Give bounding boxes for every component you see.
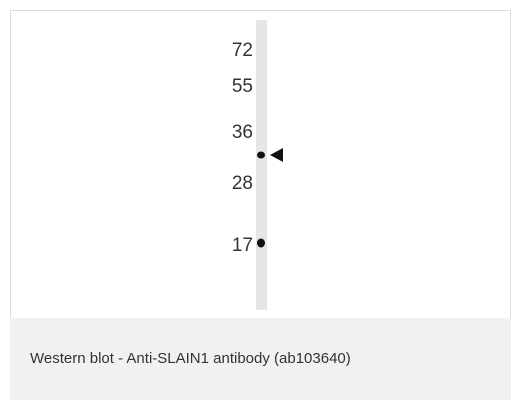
marker-label: 28 <box>232 173 253 194</box>
marker-label: 55 <box>232 76 253 97</box>
figure-panel: 72 55 36 28 17 Western blot - Anti-SLAIN… <box>0 0 511 403</box>
band <box>257 152 265 159</box>
marker-label: 17 <box>232 235 253 256</box>
marker-label: 36 <box>232 122 253 143</box>
marker-label: 72 <box>232 40 253 61</box>
blot-image: 72 55 36 28 17 <box>0 0 511 318</box>
lane <box>256 20 267 310</box>
band <box>257 239 265 248</box>
caption: Western blot - Anti-SLAIN1 antibody (ab1… <box>10 318 511 400</box>
